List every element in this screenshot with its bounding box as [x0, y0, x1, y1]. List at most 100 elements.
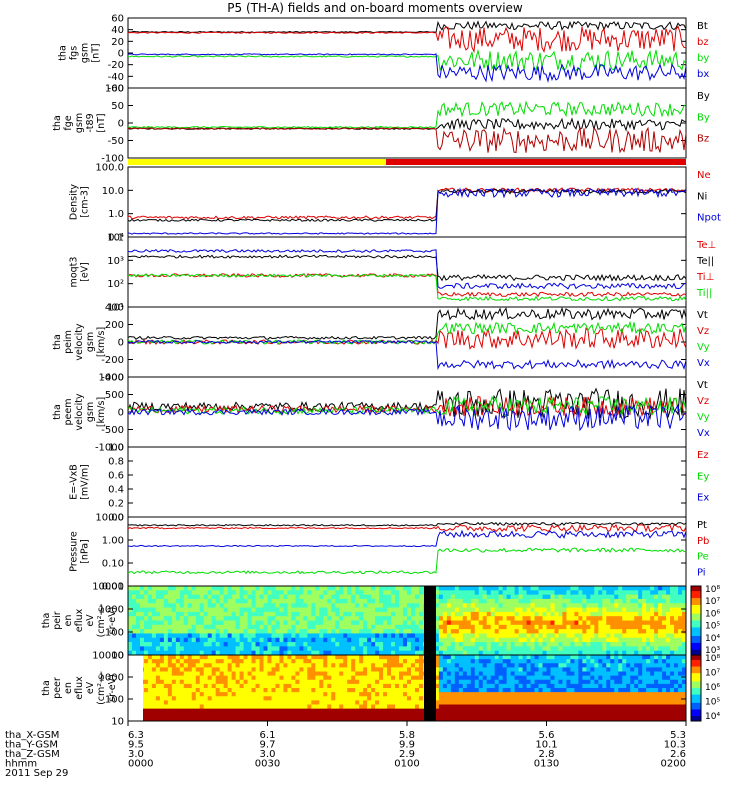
spectrogram-cell	[359, 679, 364, 685]
spectrogram-cell	[347, 586, 352, 591]
spectrogram-cell	[147, 688, 153, 693]
spectrogram-cell	[203, 700, 209, 705]
spectrogram-cell	[255, 716, 260, 722]
spectrogram-cell	[299, 616, 304, 621]
spectrogram-cell	[199, 704, 205, 710]
spectrogram-cell	[682, 683, 687, 689]
spectrogram-cell	[438, 594, 444, 600]
spectrogram-cell	[474, 642, 480, 647]
spectrogram-cell	[191, 624, 197, 630]
spectrogram-cell	[494, 655, 500, 660]
spectrogram-cell	[271, 704, 276, 710]
spectrogram-cell	[291, 646, 296, 652]
spectrogram-cell	[187, 675, 193, 681]
spectrogram-cell	[391, 655, 396, 660]
spectrogram-cell	[618, 590, 623, 596]
spectrogram-cell	[191, 655, 197, 660]
spectrogram-cell	[323, 590, 328, 596]
spectrogram-cell	[494, 671, 500, 677]
spectrogram-cell	[438, 620, 444, 626]
spectrogram-cell	[646, 675, 651, 681]
spectrogram-cell	[586, 611, 591, 617]
spectrogram-cell	[407, 683, 412, 689]
spectrogram-cell	[538, 598, 543, 604]
spectrogram-cell	[562, 692, 567, 697]
spectrogram-cell	[546, 696, 551, 701]
spectrogram-cell	[227, 616, 233, 621]
spectrogram-cell	[183, 675, 189, 681]
spectrogram-cell	[526, 598, 531, 604]
spectrogram-cell	[550, 633, 555, 639]
spectrogram-cell	[662, 655, 667, 660]
spectrogram-cell	[315, 603, 320, 608]
spectrogram-cell	[391, 624, 396, 630]
spectrogram-cell	[399, 708, 404, 714]
spectrogram-cell	[474, 629, 480, 634]
spectrogram-cell	[506, 708, 512, 714]
spectrogram-cell	[299, 688, 304, 693]
spectrogram-cell	[462, 646, 468, 652]
spectrogram-cell	[618, 598, 623, 604]
spectrogram-cell	[267, 646, 272, 652]
spectrogram-cell	[299, 633, 304, 639]
spectrogram-cell	[618, 675, 623, 681]
spectrogram-cell	[478, 603, 484, 608]
spectrogram-cell	[546, 646, 551, 652]
spectrogram-cell	[291, 663, 296, 668]
spectrogram-cell	[674, 633, 679, 639]
spectrogram-cell	[550, 650, 555, 656]
spectrogram-cell	[554, 679, 559, 685]
spectrogram-cell	[554, 712, 559, 718]
spectrogram-cell	[339, 603, 344, 608]
spectrogram-cell	[291, 688, 296, 693]
spectrogram-cell	[271, 659, 276, 664]
spectrogram-cell	[418, 646, 424, 652]
colorbar-segment	[691, 646, 701, 649]
spectrogram-cell	[399, 700, 404, 705]
spectrogram-cell	[450, 607, 456, 613]
spectrogram-cell	[155, 663, 161, 668]
spectrogram-cell	[494, 663, 500, 668]
spectrogram-cell	[610, 607, 615, 613]
spectrogram-cell	[438, 667, 444, 672]
spectrogram-cell	[143, 620, 149, 626]
spectrogram-cell	[323, 624, 328, 630]
spectrogram-cell	[151, 650, 157, 656]
spectrogram-cell	[259, 675, 264, 681]
spectrogram-cell	[590, 624, 595, 630]
spectrogram-cell	[291, 692, 296, 697]
spectrogram-cell	[570, 598, 575, 604]
legend-entry: Vz	[697, 396, 709, 407]
spectrogram-cell	[147, 611, 153, 617]
spectrogram-cell	[486, 712, 492, 718]
spectrogram-cell	[578, 590, 583, 596]
spectrogram-cell	[163, 594, 169, 600]
spectrogram-cell	[486, 598, 492, 604]
spectrogram-cell	[207, 637, 213, 643]
spectrogram-cell	[327, 655, 332, 660]
spectrogram-cell	[379, 603, 384, 608]
spectrogram-cell	[347, 667, 352, 672]
spectrogram-cell	[562, 624, 567, 630]
spectrogram-cell	[610, 620, 615, 626]
spectrogram-cell	[530, 629, 535, 634]
spectrogram-cell	[562, 700, 567, 705]
colorbar-segment	[691, 663, 701, 666]
spectrogram-cell	[498, 624, 504, 630]
spectrogram-cell	[594, 659, 599, 664]
spectrogram-cell	[323, 700, 328, 705]
spectrogram-cell	[442, 598, 448, 604]
spectrogram-cell	[486, 594, 492, 600]
spectrogram-cell	[562, 655, 567, 660]
spectrogram-cell	[642, 633, 647, 639]
spectrogram-cell	[303, 692, 308, 697]
spectrogram-cell	[211, 683, 217, 689]
spectrogram-cell	[379, 716, 384, 722]
spectrogram-cell	[594, 696, 599, 701]
spectrogram-cell	[199, 598, 205, 604]
spectrogram-cell	[135, 603, 141, 608]
spectrogram-cell	[287, 629, 292, 634]
spectrogram-cell	[223, 594, 229, 600]
spectrogram-cell	[403, 683, 408, 689]
spectrogram-cell	[486, 667, 492, 672]
